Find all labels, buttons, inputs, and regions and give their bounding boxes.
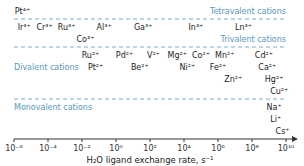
ion-label: Cs⁺ <box>276 127 290 136</box>
x-tick-label: 10⁶ <box>211 144 224 153</box>
x-tick-label: 10⁸ <box>245 144 258 153</box>
ion-label: Cu²⁺ <box>270 87 288 96</box>
ion-label: Na⁺ <box>267 103 282 112</box>
ion-label: Ga³⁺ <box>134 23 153 32</box>
band-label: Divalent cations <box>14 63 79 72</box>
band-label: Monovalent cations <box>14 103 92 112</box>
ion-label: Al³⁺ <box>97 23 112 32</box>
ion-label: Mn²⁺ <box>215 51 234 60</box>
x-tick-label: 10⁰ <box>109 144 122 153</box>
ion-label: Mg²⁺ <box>167 51 186 60</box>
ion-label: Pd²⁺ <box>116 51 133 60</box>
ion-label: Pt⁴⁺ <box>15 7 30 16</box>
x-tick-label: 10² <box>143 144 156 153</box>
x-tick <box>150 139 151 142</box>
ion-label: In³⁺ <box>188 23 203 32</box>
ion-label: Co²⁺ <box>192 51 210 60</box>
x-tick <box>286 139 287 142</box>
ion-label: Ir³⁺ <box>18 23 31 32</box>
ion-label: Ru³⁺ <box>58 23 76 32</box>
ion-label: Fe²⁺ <box>210 63 227 72</box>
band-divider <box>14 99 286 100</box>
ion-label: Ni²⁺ <box>180 63 196 72</box>
band-label: Tetravalent cations <box>209 7 286 16</box>
x-tick <box>48 139 49 142</box>
ion-label: Li⁺ <box>270 115 281 124</box>
x-tick <box>116 139 117 142</box>
ion-label: V²⁺ <box>147 51 160 60</box>
x-tick-label: 10⁻² <box>73 144 91 153</box>
x-tick-label: 10⁻⁶ <box>5 144 23 153</box>
x-tick <box>14 139 15 142</box>
ion-label: Hg²⁺ <box>265 75 284 84</box>
x-tick-label: 10¹⁰ <box>278 144 295 153</box>
ion-label: Cr³⁺ <box>36 23 52 32</box>
x-tick <box>218 139 219 142</box>
x-tick <box>82 139 83 142</box>
ion-label: Pt²⁺ <box>88 63 103 72</box>
x-tick <box>184 139 185 142</box>
ion-label: Ru²⁺ <box>82 51 100 60</box>
band-divider <box>14 19 286 20</box>
x-axis-label: H₂O ligand exchange rate, s⁻¹ <box>87 155 214 165</box>
chart: Pt⁴⁺ Ir³⁺ Cr³⁺ Ru³⁺Co³⁺Al³⁺ Ga³⁺ In³⁺ Ln³⁺ Ru²⁺… <box>0 0 304 166</box>
ion-label: Zn²⁺ <box>224 75 242 84</box>
marks: Pt⁴⁺ Ir³⁺ Cr³⁺ Ru³⁺Co³⁺Al³⁺ Ga³⁺ In³⁺ Ln³⁺ Ru²⁺… <box>15 7 290 136</box>
ion-label: Cd²⁺ <box>255 51 273 60</box>
ion-label: Ln³⁺ <box>235 23 252 32</box>
ion-label: Ca²⁺ <box>258 63 276 72</box>
x-tick-label: 10⁻⁴ <box>39 144 57 153</box>
x-tick-label: 10⁴ <box>177 144 190 153</box>
ion-label: Co³⁺ <box>76 35 94 44</box>
band-label: Trivalent cations <box>219 35 286 44</box>
x-axis-arrow <box>292 136 298 142</box>
x-tick <box>252 139 253 142</box>
band-labels: Tetravalent cations Trivalent cations Diva… <box>14 7 286 112</box>
ion-label: Be²⁺ <box>131 63 149 72</box>
band-divider <box>14 47 286 48</box>
